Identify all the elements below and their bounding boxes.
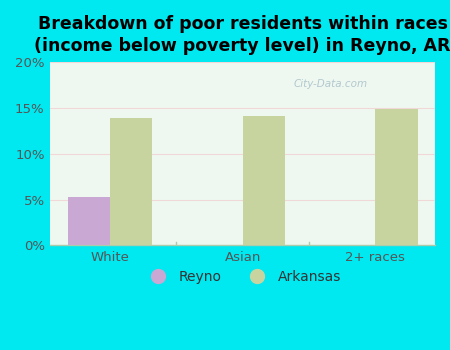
Bar bbox=[68, 197, 110, 245]
Bar bbox=[243, 116, 285, 245]
Text: City-Data.com: City-Data.com bbox=[294, 79, 368, 89]
Bar bbox=[110, 118, 153, 245]
Bar bbox=[375, 109, 418, 245]
Legend: Reyno, Arkansas: Reyno, Arkansas bbox=[139, 265, 346, 290]
Title: Breakdown of poor residents within races
(income below poverty level) in Reyno, : Breakdown of poor residents within races… bbox=[34, 15, 450, 55]
